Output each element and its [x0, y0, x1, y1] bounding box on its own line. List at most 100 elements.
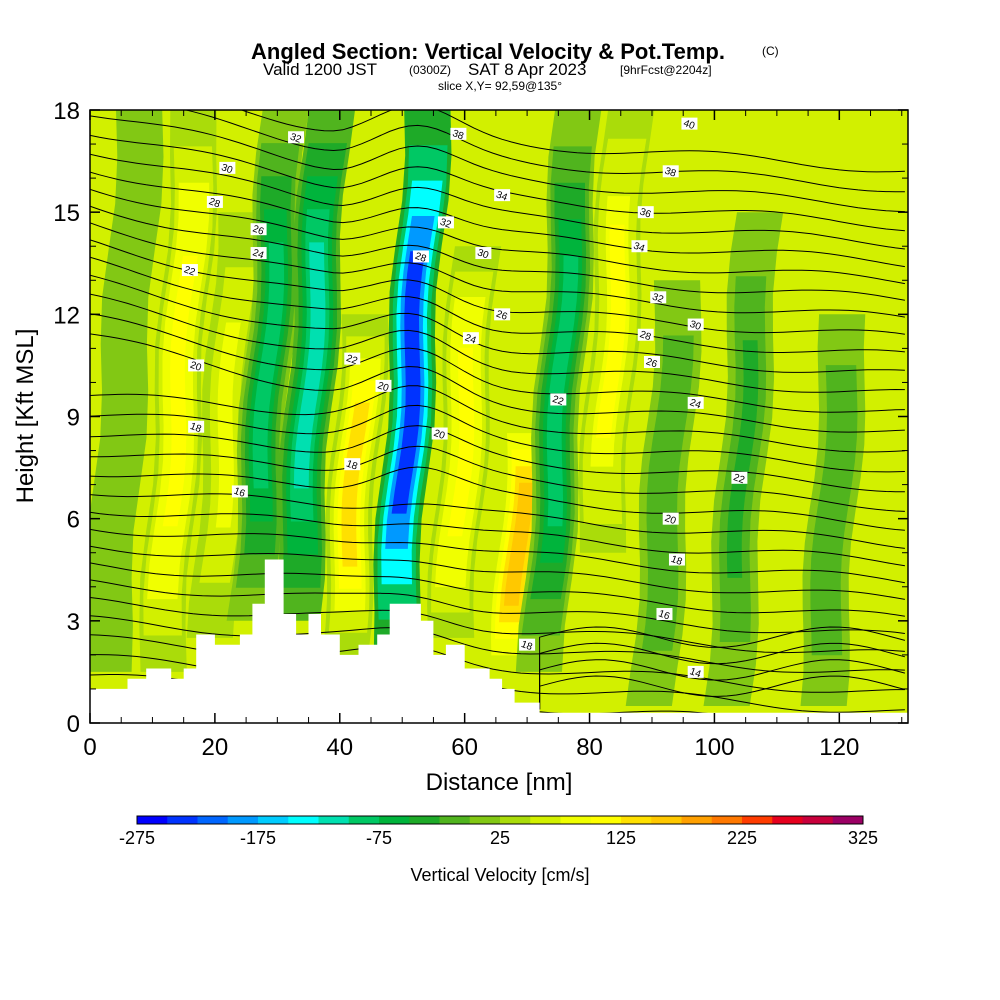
- x-axis: 0 20 40 60 80 100 120: [83, 110, 903, 761]
- contour-label: 32: [651, 292, 666, 306]
- theta-contour-line: [90, 153, 905, 250]
- subtitle-date: SAT 8 Apr 2023: [468, 60, 586, 79]
- theta-contour-line: [90, 466, 905, 531]
- colorbar-swatch: [651, 816, 682, 824]
- contour-label-bg: [494, 189, 511, 202]
- contour-label-bg: [231, 485, 248, 498]
- contour-label-bg: [375, 379, 392, 392]
- contour-label-bg: [412, 250, 429, 263]
- contour-label-bg: [437, 216, 454, 229]
- theta-contour-line: [539, 659, 906, 710]
- x-tick-label: 120: [819, 734, 859, 761]
- contour-label: 40: [682, 118, 697, 132]
- subtitle-forecast: [9hrFcst@2204z]: [620, 63, 712, 77]
- x-tick-label: 0: [83, 734, 96, 761]
- contour-label-bg: [475, 247, 492, 260]
- contour-label-bg: [643, 356, 660, 369]
- contour-label: 14: [688, 666, 703, 680]
- theta-contour-line: [90, 597, 905, 654]
- theta-contour-line: [90, 404, 905, 473]
- contour-label: 18: [669, 554, 684, 568]
- theta-contour-line: [90, 545, 905, 600]
- contour-label: 22: [732, 472, 747, 486]
- colorbar-swatch: [802, 816, 834, 824]
- velocity-cell: [215, 322, 241, 528]
- colorbar-tick-label: 325: [848, 828, 878, 848]
- contour-label: 20: [432, 428, 447, 442]
- contour-label-bg: [687, 318, 704, 331]
- x-tick-label: 60: [451, 734, 478, 761]
- x-tick-label: 20: [202, 734, 229, 761]
- theta-contour-line: [90, 511, 905, 567]
- colorbar-swatch: [742, 816, 773, 824]
- terrain-mask: [90, 559, 908, 723]
- colorbar-swatch: [530, 816, 561, 824]
- contour-label: 28: [413, 251, 428, 265]
- y-tick-label: 18: [53, 98, 80, 125]
- contour-label-bg: [188, 420, 205, 433]
- contour-label: 36: [638, 207, 653, 221]
- y-tick-label: 9: [67, 405, 80, 432]
- contour-label-bg: [450, 127, 467, 140]
- contour-label: 16: [232, 486, 247, 500]
- contour-label: 26: [644, 356, 659, 370]
- contour-label: 26: [251, 224, 266, 238]
- colorbar-swatch: [621, 816, 652, 824]
- colorbar-swatch: [348, 816, 380, 824]
- colorbar-swatch: [560, 816, 592, 824]
- colorbar-swatch: [137, 816, 168, 824]
- contour-label-bg: [631, 240, 648, 253]
- contour-label: 18: [519, 639, 534, 653]
- contour-label-bg: [637, 206, 654, 219]
- theta-contour-line: [90, 274, 905, 373]
- colorbar-title: Vertical Velocity [cm/s]: [410, 865, 589, 885]
- contour-label: 34: [495, 189, 510, 203]
- contour-label-bg: [687, 665, 704, 678]
- y-tick-label: 15: [53, 200, 80, 227]
- theta-contour-line: [90, 115, 905, 213]
- colorbar-swatch: [318, 816, 350, 824]
- x-tick-label: 80: [576, 734, 603, 761]
- subtitle-utc: (0300Z): [409, 63, 451, 77]
- theta-contour-line: [90, 171, 905, 268]
- contour-label-bg: [188, 359, 205, 372]
- contour-label-bg: [519, 638, 536, 651]
- contour-labels: 40 38 38 36 34 34 32 32 32 30 30 30 28 28 28 26 26 26 24 24…: [181, 117, 748, 681]
- contour-label-bg: [687, 396, 704, 409]
- theta-contour-line: [90, 385, 905, 453]
- contour-label: 38: [663, 166, 678, 180]
- colorbar-swatch: [772, 816, 803, 824]
- x-tick-label: 100: [694, 734, 734, 761]
- contour-label-bg: [550, 393, 567, 406]
- colorbar-swatch: [832, 816, 864, 824]
- y-tick-label: 12: [53, 302, 80, 329]
- contour-label-bg: [650, 291, 667, 304]
- contour-label: 22: [182, 264, 197, 278]
- plot-area: 40 38 38 36 34 34 32 32 32 30 30 30 28 28 28 26 26 26 24 24…: [90, 110, 908, 723]
- velocity-cell: [103, 255, 139, 527]
- contour-label: 28: [207, 196, 222, 210]
- velocity-cell: [447, 347, 475, 537]
- contour-label: 32: [288, 132, 303, 146]
- velocity-cell: [546, 255, 579, 527]
- y-axis-label: Height [Kft MSL]: [12, 329, 39, 504]
- colorbar-tick-label: -275: [119, 828, 155, 848]
- contour-label: 28: [638, 329, 653, 343]
- x-tick-label: 40: [326, 734, 353, 761]
- y-tick-label: 6: [67, 507, 80, 534]
- theta-contour-line: [90, 293, 905, 393]
- chart-title-unit: (C): [762, 44, 779, 58]
- contour-label: 20: [189, 360, 204, 374]
- theta-contour-line: [90, 205, 905, 301]
- contour-label-bg: [219, 161, 236, 174]
- colorbar-swatch: [469, 816, 501, 824]
- colorbar-tick-label: 125: [606, 828, 636, 848]
- contour-label: 34: [632, 241, 647, 255]
- colorbar-swatch: [167, 816, 198, 824]
- contour-label-bg: [288, 131, 305, 144]
- contour-label: 16: [657, 608, 672, 622]
- contour-label-bg: [462, 332, 479, 345]
- contour-label: 24: [251, 247, 266, 261]
- theta-contour-line: [90, 579, 905, 634]
